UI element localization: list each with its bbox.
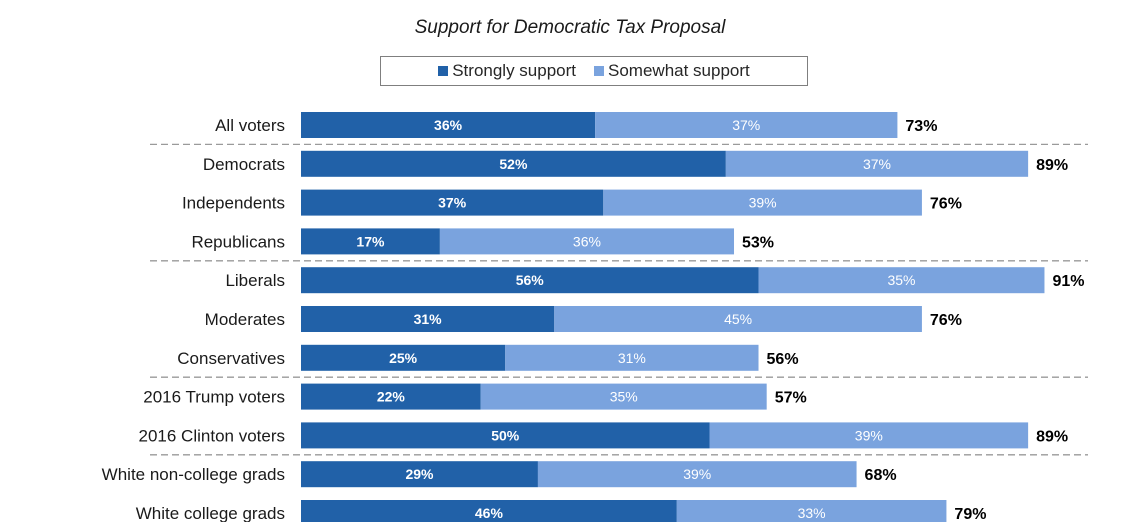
bar-somewhat-support-2016-trump-voters (480, 383, 767, 410)
data-label-strongly-support-white-college-grads: 46% (475, 505, 504, 521)
total-label-all-voters: 73% (905, 118, 937, 135)
bar-strongly-support-conservatives (301, 344, 506, 371)
category-label-democrats: Democrats (203, 155, 285, 174)
bar-somewhat-support-white-college-grads (676, 500, 947, 522)
data-label-somewhat-support-white-non-college-grads: 39% (683, 466, 711, 482)
data-label-somewhat-support-white-college-grads: 33% (798, 505, 826, 521)
total-label-democrats: 89% (1036, 157, 1068, 174)
legend-item-strongly-support: Strongly support (438, 61, 576, 81)
bar-somewhat-support-moderates (554, 306, 922, 332)
category-label-independents: Independents (182, 194, 285, 213)
legend-swatch-strongly-support (438, 66, 449, 76)
legend-label-somewhat-support: Somewhat support (608, 61, 750, 80)
data-label-strongly-support-all-voters: 36% (434, 117, 463, 133)
total-label-2016-clinton-voters: 89% (1036, 428, 1068, 445)
data-label-strongly-support-moderates: 31% (414, 311, 443, 327)
bar-somewhat-support-liberals (758, 267, 1045, 294)
data-label-strongly-support-republicans: 17% (356, 233, 385, 249)
bar-strongly-support-republicans (301, 228, 440, 255)
category-label-all-voters: All voters (215, 116, 285, 135)
data-label-somewhat-support-liberals: 35% (887, 272, 915, 288)
data-label-somewhat-support-moderates: 45% (724, 311, 752, 327)
chart-title: Support for Democratic Tax Proposal (414, 17, 726, 38)
legend-label-strongly-support: Strongly support (452, 61, 577, 80)
total-label-2016-trump-voters: 57% (775, 390, 807, 407)
legend: Strongly support Somewhat support (380, 56, 808, 86)
total-label-liberals: 91% (1052, 273, 1084, 290)
category-label-republicans: Republicans (191, 232, 285, 251)
data-label-strongly-support-independents: 37% (438, 195, 467, 211)
bar-somewhat-support-all-voters (595, 112, 898, 138)
category-label-white-college-grads: White college grads (136, 504, 285, 522)
total-label-conservatives: 56% (767, 351, 799, 368)
total-label-moderates: 76% (930, 312, 962, 329)
total-label-independents: 76% (930, 196, 962, 213)
data-label-somewhat-support-independents: 39% (749, 195, 777, 211)
category-label-white-non-college-grads: White non-college grads (102, 465, 285, 484)
bar-strongly-support-2016-trump-voters (301, 383, 481, 410)
total-label-republicans: 53% (742, 234, 774, 251)
data-label-somewhat-support-2016-trump-voters: 35% (610, 389, 638, 405)
data-label-strongly-support-democrats: 52% (499, 156, 528, 172)
category-label-liberals: Liberals (225, 271, 285, 290)
data-label-strongly-support-2016-trump-voters: 22% (377, 389, 406, 405)
data-label-somewhat-support-conservatives: 31% (618, 350, 646, 366)
data-label-somewhat-support-2016-clinton-voters: 39% (855, 427, 883, 443)
category-label-moderates: Moderates (205, 310, 285, 329)
category-label-2016-clinton-voters: 2016 Clinton voters (139, 426, 285, 445)
data-label-somewhat-support-all-voters: 37% (732, 117, 760, 133)
bar-somewhat-support-2016-clinton-voters (709, 422, 1029, 449)
bar-somewhat-support-independents (603, 189, 922, 216)
legend-item-somewhat-support: Somewhat support (594, 61, 750, 81)
bar-strongly-support-liberals (301, 267, 759, 294)
data-label-strongly-support-white-non-college-grads: 29% (405, 466, 434, 482)
bar-somewhat-support-democrats (725, 150, 1029, 177)
data-label-strongly-support-conservatives: 25% (389, 350, 418, 366)
bar-strongly-support-moderates (301, 306, 555, 332)
bar-strongly-support-2016-clinton-voters (301, 422, 710, 449)
data-label-strongly-support-liberals: 56% (516, 272, 545, 288)
data-label-somewhat-support-republicans: 36% (573, 233, 601, 249)
bar-strongly-support-all-voters (301, 112, 596, 138)
category-label-2016-trump-voters: 2016 Trump voters (143, 388, 285, 407)
bar-strongly-support-white-non-college-grads (301, 461, 538, 488)
bar-somewhat-support-white-non-college-grads (537, 461, 857, 488)
bar-strongly-support-independents (301, 189, 604, 216)
legend-swatch-somewhat-support (594, 66, 605, 76)
bar-somewhat-support-conservatives (505, 344, 759, 371)
total-label-white-non-college-grads: 68% (865, 467, 897, 484)
total-label-white-college-grads: 79% (954, 506, 986, 522)
data-label-strongly-support-2016-clinton-voters: 50% (491, 427, 520, 443)
data-label-somewhat-support-democrats: 37% (863, 156, 891, 172)
category-label-conservatives: Conservatives (177, 349, 285, 368)
bar-strongly-support-democrats (301, 150, 726, 177)
bar-somewhat-support-republicans (439, 228, 735, 255)
bar-strongly-support-white-college-grads (301, 500, 677, 522)
